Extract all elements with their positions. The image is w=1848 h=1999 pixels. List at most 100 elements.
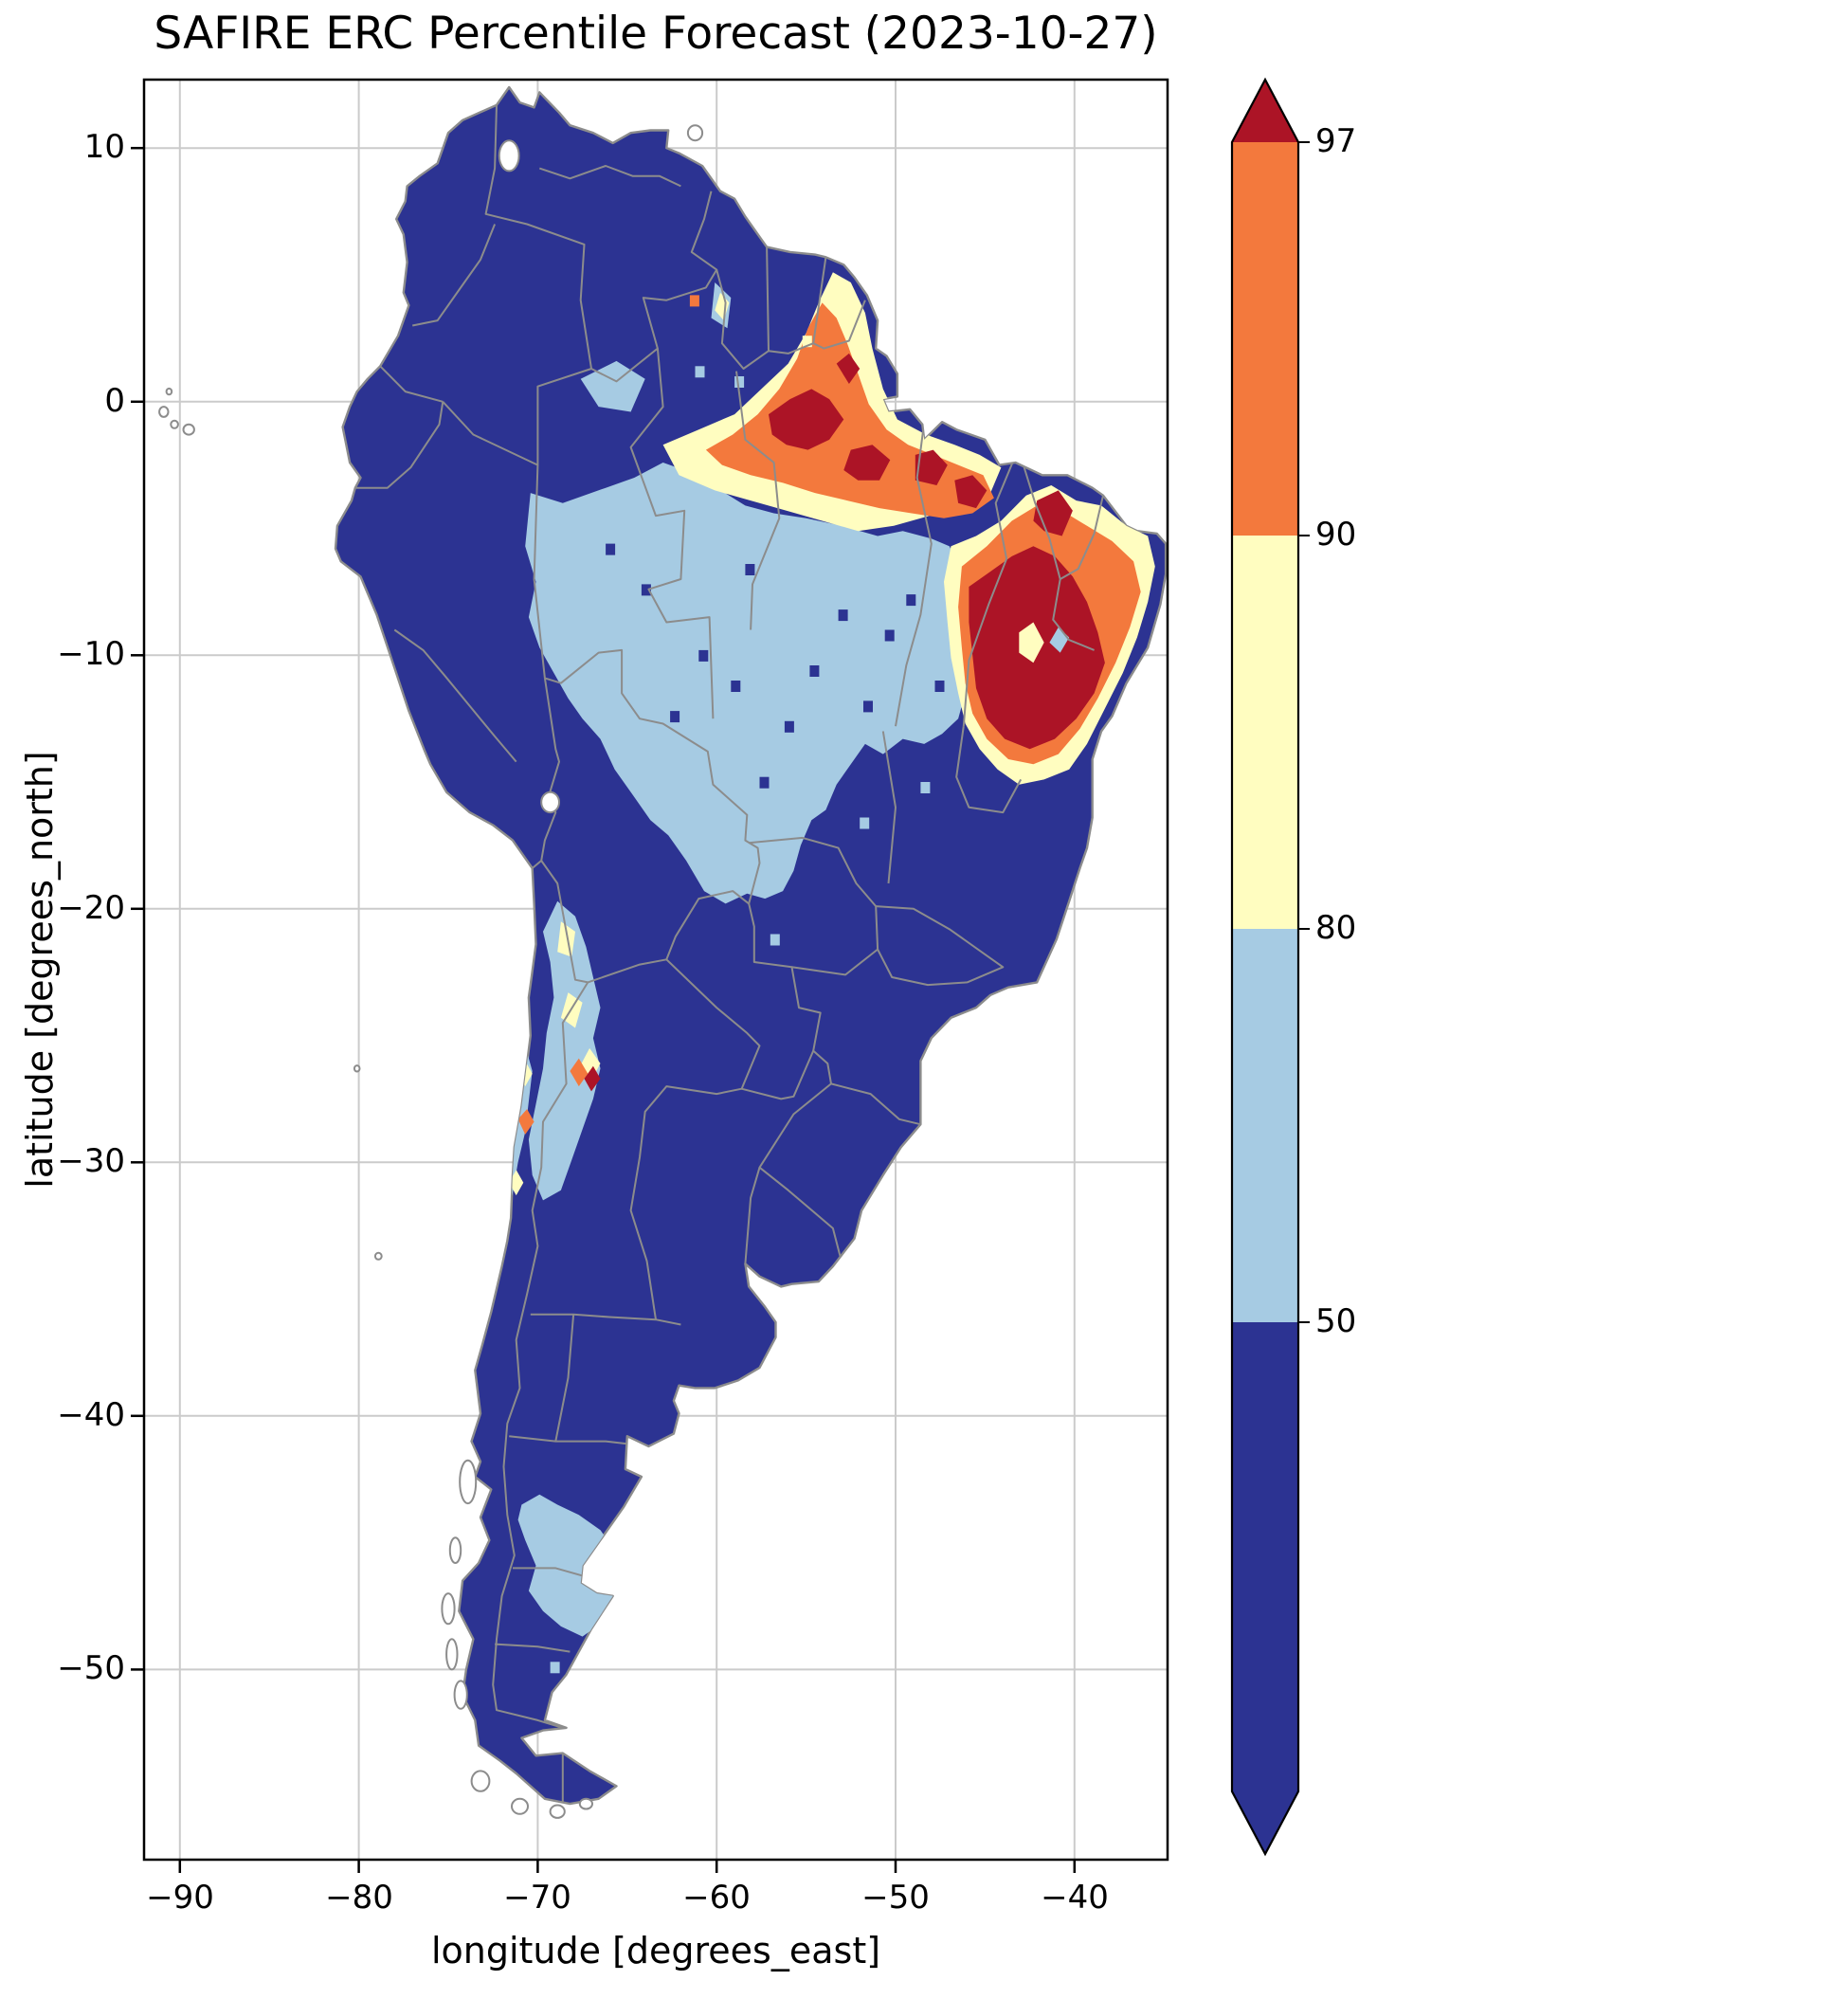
x-tick-label: −40 [1041, 1879, 1109, 1917]
admin-boundary [513, 1567, 583, 1577]
percentile-region-equator-core-b-over-97 [843, 445, 891, 481]
admin-boundary [962, 459, 1015, 727]
island [441, 1592, 456, 1626]
y-tick-label: 0 [104, 382, 125, 420]
island [549, 1804, 566, 1819]
admin-boundary [495, 1643, 571, 1653]
colorbar-seg-50-80 [1232, 929, 1298, 1322]
y-tick-label: 10 [83, 128, 125, 166]
percentile-speckle [906, 594, 916, 607]
admin-boundary [766, 246, 770, 352]
island [470, 1770, 491, 1792]
island [686, 124, 704, 142]
percentile-speckle [745, 564, 755, 575]
x-tick-label: −50 [861, 1879, 930, 1917]
percentile-region-rio-negro-arm-50-80 [580, 360, 645, 412]
admin-boundary [629, 348, 715, 719]
percentile-region-equator-core-a-over-97 [769, 389, 844, 450]
x-tick-label: −60 [682, 1879, 751, 1917]
admin-boundary [540, 860, 750, 984]
island [353, 1064, 361, 1073]
admin-boundary [412, 224, 497, 327]
colorbar-tick-label: 97 [1315, 122, 1357, 160]
x-tick-label: −80 [325, 1879, 393, 1917]
island [511, 1797, 529, 1815]
admin-boundary [1060, 495, 1104, 580]
admin-boundary [749, 836, 879, 976]
colorbar-arrow-over [1232, 80, 1298, 142]
island [459, 1459, 478, 1505]
island [448, 1536, 462, 1564]
plot-frame [142, 78, 1169, 1862]
x-tick-label: −90 [146, 1879, 214, 1917]
admin-boundary [876, 905, 1005, 987]
y-tick-label: −40 [57, 1396, 125, 1434]
admin-boundary [748, 903, 842, 1257]
admin-boundary [955, 726, 1023, 814]
percentile-region-equator-core-d-over-97 [954, 475, 987, 509]
admin-boundary [393, 628, 517, 763]
admin-boundary [379, 365, 444, 403]
colorbar-seg-90-97 [1232, 142, 1298, 536]
admin-boundary [895, 422, 933, 727]
percentile-region-core-hole-80-90 [1019, 622, 1044, 663]
percentile-speckle [920, 782, 931, 793]
percentile-region-andes-spot-b-90-97 [517, 1109, 534, 1135]
admin-boundary [492, 981, 589, 1729]
admin-boundary [716, 269, 866, 370]
percentile-speckle [734, 376, 745, 388]
percentile-speckle [934, 681, 945, 692]
percentile-speckle [641, 584, 651, 596]
colorbar-tick-label: 80 [1315, 909, 1357, 947]
admin-boundary [590, 191, 718, 383]
percentile-speckle [860, 817, 870, 829]
lake [540, 791, 560, 814]
admin-boundary [530, 1313, 681, 1326]
percentile-region-coast-patch-e-80-90 [509, 1170, 524, 1196]
island [170, 419, 179, 429]
percentile-speckle [809, 665, 820, 677]
admin-boundary [735, 371, 781, 630]
colorbar-seg-under-50 [1232, 1322, 1298, 1791]
x-axis-label: longitude [degrees_east] [430, 1930, 881, 1972]
x-tick-label: −70 [503, 1879, 571, 1917]
chart-title: SAFIRE ERC Percentile Forecast (2023-10-… [154, 8, 1158, 60]
colorbar-seg-80-90 [1232, 536, 1298, 929]
colorbar-arrow-under [1232, 1791, 1298, 1854]
percentile-speckle [731, 681, 741, 692]
island [578, 1797, 594, 1810]
y-tick-label: −50 [57, 1649, 125, 1687]
island [165, 387, 173, 396]
percentile-region-andes-spot-a-90-97 [570, 1058, 589, 1087]
island [453, 1680, 468, 1710]
y-tick-label: −30 [57, 1142, 125, 1180]
admin-boundary [544, 648, 761, 904]
percentile-region-patagonia-50-80 [517, 1494, 619, 1637]
percentile-region-central-lowland-50-80 [525, 463, 966, 904]
y-axis-label: latitude [degrees_north] [19, 751, 61, 1189]
percentile-speckle [670, 711, 680, 723]
percentile-speckle [606, 543, 616, 555]
island [182, 423, 195, 436]
percentile-speckle [698, 649, 709, 662]
admin-boundary [629, 1085, 742, 1320]
percentile-speckle [784, 720, 794, 733]
percentile-speckle [759, 776, 770, 789]
percentile-speckle [770, 934, 780, 946]
percentile-speckle [689, 295, 699, 307]
percentile-speckle [863, 700, 873, 713]
percentile-speckle [802, 336, 812, 348]
y-tick-label: −20 [57, 889, 125, 927]
admin-boundary [484, 104, 592, 370]
admin-boundary [533, 464, 546, 679]
lake [498, 139, 520, 173]
percentile-region-andes-spot-over-97 [584, 1065, 601, 1092]
percentile-speckle [838, 609, 848, 622]
admin-boundary [354, 401, 444, 489]
admin-boundary [665, 958, 815, 1100]
admin-boundary [812, 257, 827, 344]
island [158, 406, 170, 418]
percentile-region-equator-core-c-over-97 [915, 449, 948, 485]
island [445, 1638, 459, 1671]
